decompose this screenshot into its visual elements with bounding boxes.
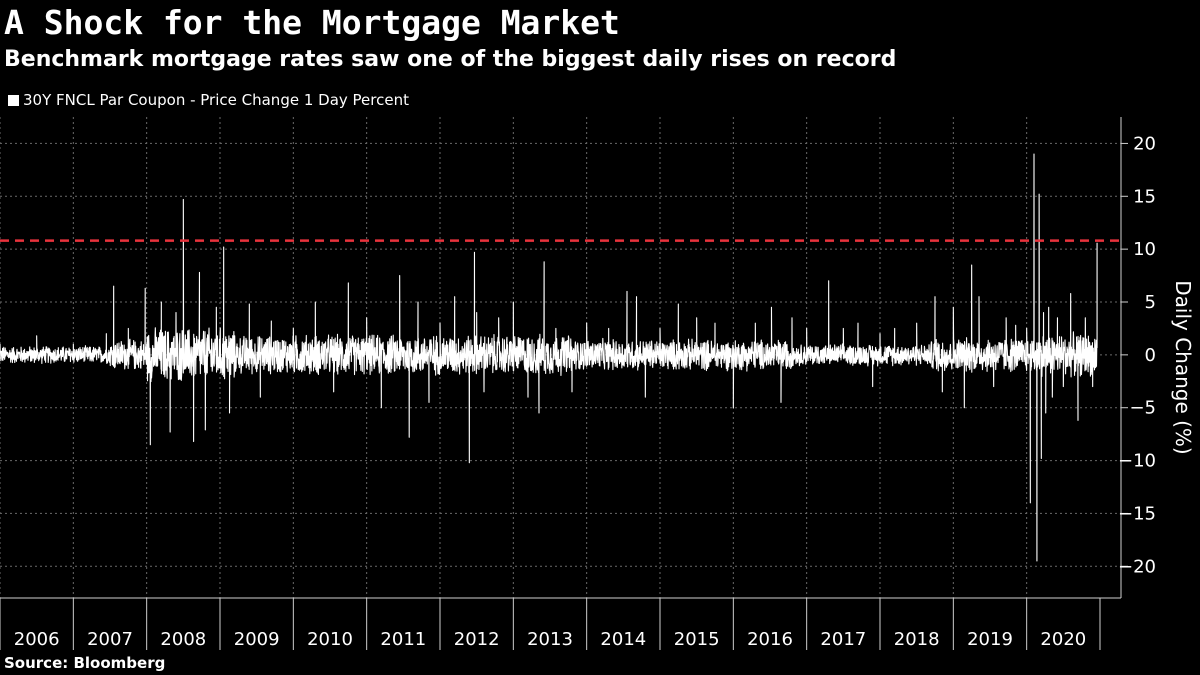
series-line [0, 153, 1098, 562]
y-tick-label: −20 [1118, 556, 1156, 577]
x-tick-label: 2010 [307, 629, 353, 650]
x-tick-label: 2009 [234, 629, 280, 650]
x-tick-label: 2013 [527, 629, 573, 650]
x-tick-label: 2012 [454, 629, 500, 650]
legend: 30Y FNCL Par Coupon - Price Change 1 Day… [8, 89, 409, 111]
x-tick-label: 2006 [14, 629, 60, 650]
x-tick-label: 2017 [820, 629, 866, 650]
legend-entry: 30Y FNCL Par Coupon - Price Change 1 Day… [23, 91, 409, 109]
y-tick-label: 0 [1145, 345, 1156, 366]
x-tick-label: 2008 [160, 629, 206, 650]
y-tick-label: −15 [1118, 503, 1156, 524]
y-tick-label: −5 [1129, 398, 1156, 419]
x-tick-label: 2015 [674, 629, 720, 650]
x-tick-label: 2019 [967, 629, 1013, 650]
y-tick-label: 20 [1133, 133, 1156, 154]
x-tick-label: 2016 [747, 629, 793, 650]
axes: 2006 2007 2008 2009 2010 2011 2012 2013 2014 2015… [0, 117, 1156, 650]
x-tick-label: 2007 [87, 629, 133, 650]
y-tick-label: −10 [1118, 451, 1156, 472]
series-line-group [0, 153, 1098, 562]
x-tick-label: 2018 [894, 629, 940, 650]
y-tick-label: 5 [1145, 292, 1156, 313]
legend-swatch [8, 94, 19, 106]
x-tick-label: 2020 [1040, 629, 1086, 650]
x-tick-label: 2014 [600, 629, 646, 650]
source-note: Source: Bloomberg [4, 654, 166, 672]
chart-subtitle: Benchmark mortgage rates saw one of the … [4, 47, 897, 72]
x-tick-label: 2011 [380, 629, 426, 650]
y-axis-title: Daily Change (%) [1171, 280, 1195, 455]
chart-title: A Shock for the Mortgage Market [4, 3, 620, 42]
y-tick-label: 10 [1133, 239, 1156, 260]
y-tick-label: 15 [1133, 186, 1156, 207]
